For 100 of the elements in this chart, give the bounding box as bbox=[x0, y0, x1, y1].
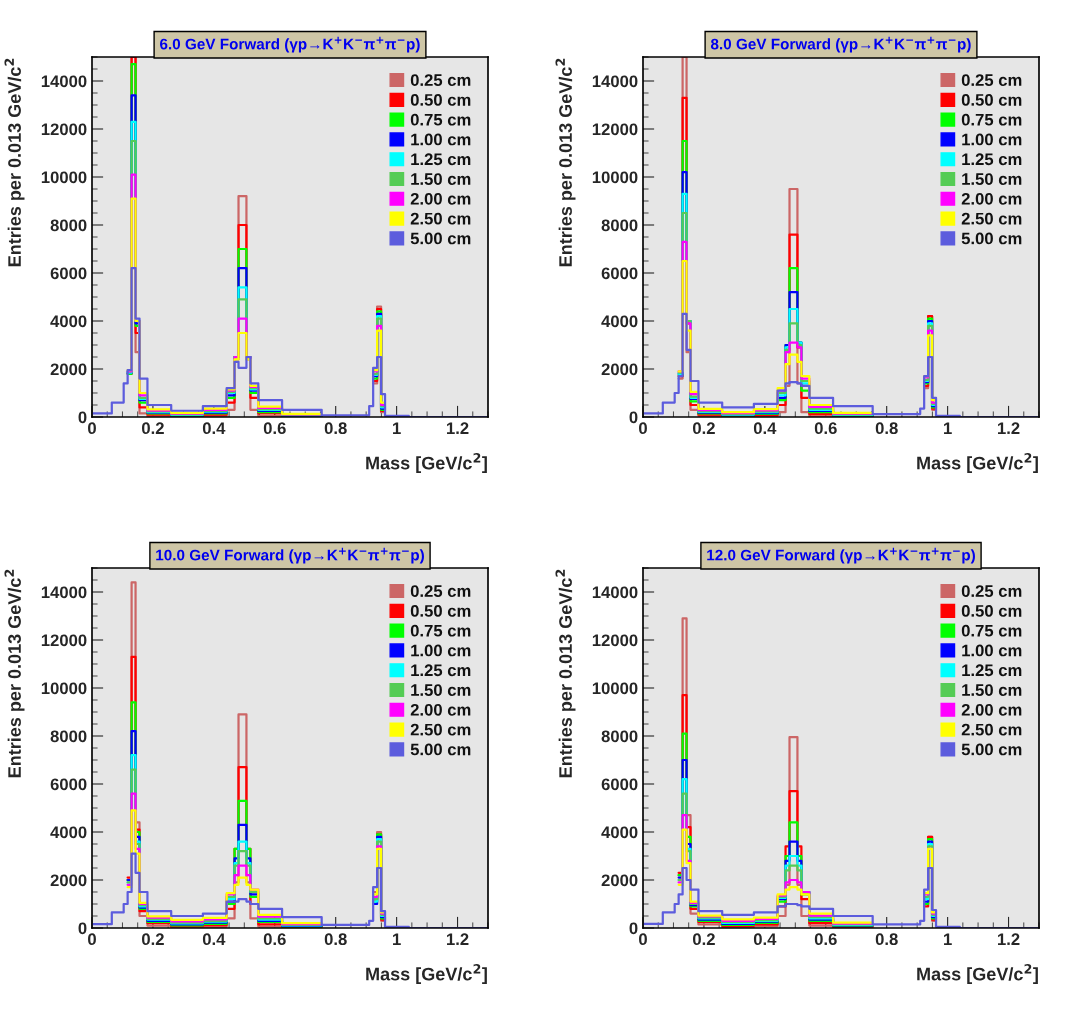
legend-label: 2.00 cm bbox=[410, 192, 471, 205]
legend-label: 0.25 cm bbox=[961, 74, 1022, 86]
x-tick-label: 1 bbox=[393, 933, 401, 945]
x-tick-label: 1 bbox=[944, 933, 952, 945]
y-tick-label: 8000 bbox=[50, 219, 87, 232]
legend-label: 5.00 cm bbox=[410, 232, 471, 245]
legend-label: 0.50 cm bbox=[410, 93, 471, 106]
legend-label: 0.50 cm bbox=[410, 604, 471, 617]
legend-label: 0.75 cm bbox=[410, 624, 471, 637]
y-tick-label: 12000 bbox=[592, 634, 638, 647]
legend-label: 1.25 cm bbox=[411, 664, 471, 677]
y-tick-label: 4000 bbox=[601, 826, 638, 839]
legend-label: 0.75 cm bbox=[410, 113, 471, 126]
y-axis-title: Entries per 0.013 GeV/c$^{2}$ bbox=[4, 58, 25, 267]
x-tick-label: 0.4 bbox=[753, 422, 777, 435]
y-tick-label: 14000 bbox=[592, 586, 638, 599]
chart-title: 12.0 GeV Forward (γp→K$^{+}$K$^{−}$π$^{+}$π$^{−}$p) bbox=[707, 547, 975, 564]
legend-label: 0.25 cm bbox=[410, 585, 471, 597]
y-tick-label: 0 bbox=[78, 922, 87, 935]
y-tick-label: 8000 bbox=[601, 219, 638, 232]
legend-label: 0.25 cm bbox=[961, 585, 1022, 597]
legend-label: 5.00 cm bbox=[961, 743, 1022, 756]
x-tick-label: 0.6 bbox=[263, 933, 286, 946]
legend-label: 1.50 cm bbox=[962, 684, 1022, 696]
x-tick-label: 0 bbox=[639, 422, 647, 435]
y-axis-title: Entries per 0.013 GeV/c$^{2}$ bbox=[4, 569, 25, 778]
y-tick-label: 10000 bbox=[592, 171, 638, 184]
y-tick-label: 2000 bbox=[50, 874, 87, 887]
y-tick-label: 6000 bbox=[601, 267, 638, 280]
y-tick-label: 6000 bbox=[601, 778, 638, 791]
x-tick-label: 0.8 bbox=[875, 422, 898, 435]
y-tick-label: 2000 bbox=[601, 874, 638, 887]
legend-label: 2.50 cm bbox=[961, 212, 1022, 225]
y-tick-label: 4000 bbox=[50, 315, 87, 328]
y-tick-label: 12000 bbox=[41, 123, 87, 136]
x-tick-label: 0 bbox=[88, 422, 96, 435]
x-axis-title: Mass [GeV/c$^{2}$] bbox=[917, 964, 1038, 985]
y-tick-label: 0 bbox=[78, 411, 87, 424]
y-tick-label: 8000 bbox=[601, 730, 638, 743]
x-tick-label: 0.8 bbox=[875, 933, 898, 946]
x-tick-label: 1.2 bbox=[998, 422, 1020, 434]
y-tick-label: 8000 bbox=[50, 730, 87, 743]
y-tick-label: 6000 bbox=[50, 778, 87, 791]
chart-title: 8.0 GeV Forward (γp→K$^{+}$K$^{−}$π$^{+}$π$^{−}$p) bbox=[710, 36, 971, 53]
legend-label: 1.00 cm bbox=[411, 133, 471, 146]
x-axis-title: Mass [GeV/c$^{2}$] bbox=[917, 453, 1038, 474]
legend-label: 0.75 cm bbox=[961, 624, 1022, 637]
legend-label: 2.00 cm bbox=[410, 703, 471, 716]
legend-label: 2.00 cm bbox=[961, 703, 1022, 716]
x-tick-label: 0.6 bbox=[263, 422, 286, 435]
y-tick-label: 2000 bbox=[601, 363, 638, 376]
y-tick-label: 2000 bbox=[50, 363, 87, 376]
legend-label: 2.50 cm bbox=[961, 723, 1022, 736]
legend-label: 1.25 cm bbox=[962, 664, 1022, 677]
x-tick-label: 0.2 bbox=[142, 422, 164, 435]
y-tick-label: 4000 bbox=[601, 315, 638, 328]
y-tick-label: 6000 bbox=[50, 267, 87, 280]
legend-label: 1.25 cm bbox=[411, 153, 471, 166]
x-tick-label: 1.2 bbox=[998, 933, 1020, 945]
y-axis-title: Entries per 0.013 GeV/c$^{2}$ bbox=[555, 58, 576, 267]
y-tick-label: 12000 bbox=[592, 123, 638, 136]
x-axis-title: Mass [GeV/c$^{2}$] bbox=[366, 453, 487, 474]
legend-label: 1.00 cm bbox=[962, 644, 1022, 657]
legend-label: 2.50 cm bbox=[410, 212, 471, 225]
y-axis-title: Entries per 0.013 GeV/c$^{2}$ bbox=[555, 569, 576, 778]
y-tick-label: 0 bbox=[629, 411, 638, 424]
x-tick-label: 0.2 bbox=[693, 422, 715, 435]
x-tick-label: 0.2 bbox=[693, 933, 715, 946]
legend-label: 1.50 cm bbox=[411, 684, 471, 696]
x-tick-label: 0 bbox=[88, 933, 96, 946]
legend-label: 0.75 cm bbox=[961, 113, 1022, 126]
y-tick-label: 14000 bbox=[41, 586, 87, 599]
x-tick-label: 1.2 bbox=[447, 422, 469, 434]
x-tick-label: 0.6 bbox=[814, 422, 837, 435]
legend-label: 5.00 cm bbox=[410, 743, 471, 756]
y-tick-label: 14000 bbox=[41, 75, 87, 88]
y-tick-label: 10000 bbox=[41, 171, 87, 184]
y-tick-label: 12000 bbox=[41, 634, 87, 647]
x-tick-label: 0.6 bbox=[814, 933, 837, 946]
legend-label: 1.50 cm bbox=[962, 173, 1022, 185]
y-tick-label: 10000 bbox=[41, 682, 87, 695]
legend-label: 1.00 cm bbox=[411, 644, 471, 657]
chart-title: 6.0 GeV Forward (γp→K$^{+}$K$^{−}$π$^{+}$π$^{−}$p) bbox=[160, 36, 420, 53]
legend-label: 1.25 cm bbox=[962, 153, 1022, 166]
y-tick-label: 0 bbox=[629, 922, 638, 935]
x-tick-label: 1 bbox=[393, 422, 401, 434]
y-tick-label: 4000 bbox=[50, 826, 87, 839]
x-tick-label: 0.4 bbox=[202, 933, 226, 946]
x-axis-title: Mass [GeV/c$^{2}$] bbox=[366, 964, 487, 985]
legend-label: 2.50 cm bbox=[410, 723, 471, 736]
x-tick-label: 1.2 bbox=[447, 933, 469, 945]
legend-label: 1.00 cm bbox=[962, 133, 1022, 146]
legend-label: 0.50 cm bbox=[961, 93, 1022, 106]
legend-label: 5.00 cm bbox=[961, 232, 1022, 245]
legend-label: 1.50 cm bbox=[411, 173, 471, 185]
y-tick-label: 14000 bbox=[592, 75, 638, 88]
legend-label: 0.50 cm bbox=[961, 604, 1022, 617]
x-tick-label: 0.2 bbox=[142, 933, 164, 946]
y-tick-label: 10000 bbox=[592, 682, 638, 695]
chart-title: 10.0 GeV Forward (γp→K$^{+}$K$^{−}$π$^{+}$π$^{−}$p) bbox=[156, 547, 424, 564]
